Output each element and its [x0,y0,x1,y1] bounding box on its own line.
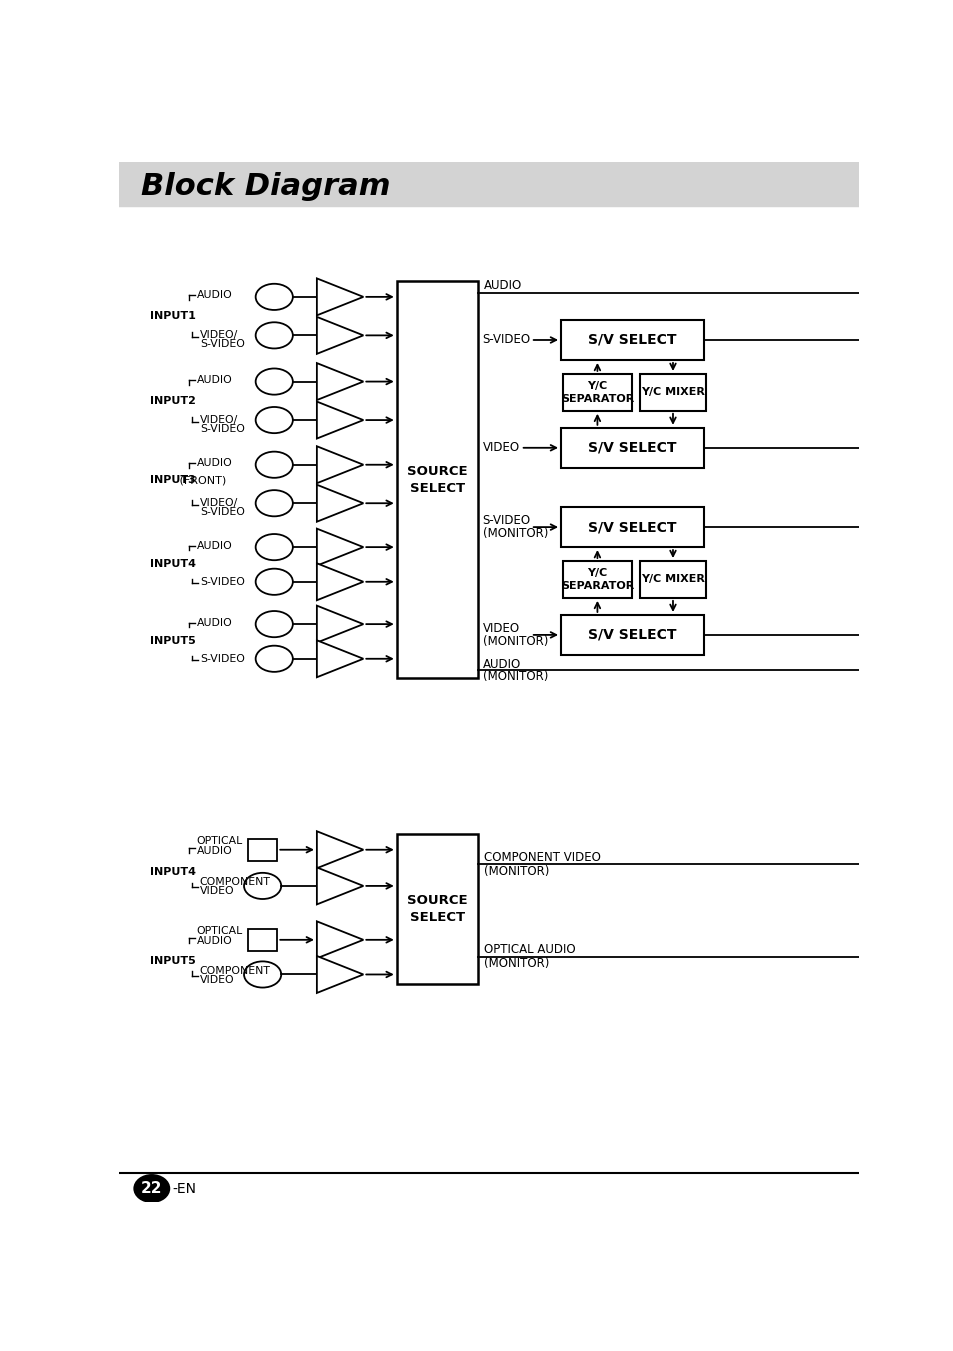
Ellipse shape [255,284,293,309]
Polygon shape [316,867,363,904]
Polygon shape [316,446,363,484]
Text: 22: 22 [141,1181,162,1196]
Text: S/V SELECT: S/V SELECT [588,332,677,347]
Text: INPUT5: INPUT5 [150,636,195,646]
Ellipse shape [255,534,293,561]
Text: S-VIDEO: S-VIDEO [482,334,530,346]
Ellipse shape [255,451,293,478]
Text: (MONITOR): (MONITOR) [482,670,548,684]
Text: OPTICAL: OPTICAL [196,927,243,936]
Text: INPUT4: INPUT4 [150,559,196,569]
Bar [639,561,705,598]
Polygon shape [316,831,363,869]
Text: SEPARATOR: SEPARATOR [560,581,634,590]
Text: INPUT5: INPUT5 [150,957,195,966]
Bar [396,281,477,678]
Bar [248,929,277,951]
Text: INPUT1: INPUT1 [150,311,196,322]
Text: SELECT: SELECT [410,911,464,924]
Text: (MONITOR): (MONITOR) [482,527,548,540]
Bar [396,834,477,984]
Text: SELECT: SELECT [410,482,464,494]
Text: COMPONENT: COMPONENT [199,877,271,888]
Text: AUDIO: AUDIO [196,846,233,855]
Text: AUDIO: AUDIO [196,458,233,469]
Text: OPTICAL AUDIO: OPTICAL AUDIO [484,943,576,957]
Text: S/V SELECT: S/V SELECT [588,520,677,534]
Bar [560,507,703,547]
Ellipse shape [255,646,293,671]
Polygon shape [316,401,363,439]
Text: INPUT4: INPUT4 [150,867,196,877]
Polygon shape [316,640,363,677]
Polygon shape [316,363,363,400]
Polygon shape [316,485,363,521]
Bar [560,428,703,467]
Text: VIDEO: VIDEO [199,975,234,985]
Text: Y/C: Y/C [587,569,607,578]
Text: SOURCE: SOURCE [407,465,467,478]
Text: S-VIDEO: S-VIDEO [199,507,245,516]
Ellipse shape [255,407,293,434]
Text: VIDEO: VIDEO [482,442,519,454]
Bar [560,615,703,655]
Text: VIDEO: VIDEO [482,623,519,635]
Polygon shape [316,605,363,643]
Bar [119,162,858,212]
Polygon shape [316,921,363,958]
Text: INPUT2: INPUT2 [150,396,196,405]
Text: S-VIDEO: S-VIDEO [482,515,530,527]
Bar [639,374,705,411]
Ellipse shape [244,873,281,898]
Text: AUDIO: AUDIO [484,278,522,292]
Text: (FRONT): (FRONT) [175,476,226,485]
Ellipse shape [255,323,293,349]
Text: S-VIDEO: S-VIDEO [199,654,245,663]
Text: AUDIO: AUDIO [196,376,233,385]
Text: OPTICAL: OPTICAL [196,836,243,846]
Ellipse shape [255,569,293,594]
Text: AUDIO: AUDIO [196,540,233,551]
Bar [562,561,632,598]
Text: VIDEO/: VIDEO/ [199,415,238,426]
Ellipse shape [134,1175,169,1201]
Polygon shape [316,278,363,315]
Ellipse shape [244,962,281,988]
Ellipse shape [255,369,293,394]
Ellipse shape [255,490,293,516]
Text: (MONITOR): (MONITOR) [484,865,549,878]
Text: (MONITOR): (MONITOR) [484,958,549,970]
Text: S-VIDEO: S-VIDEO [199,339,245,349]
Text: SOURCE: SOURCE [407,893,467,907]
Text: SEPARATOR: SEPARATOR [560,393,634,404]
Text: VIDEO/: VIDEO/ [199,331,238,340]
Bar [248,839,277,861]
Text: (MONITOR): (MONITOR) [482,635,548,647]
Text: S/V SELECT: S/V SELECT [588,440,677,455]
Text: AUDIO: AUDIO [482,658,520,670]
Text: S-VIDEO: S-VIDEO [199,577,245,586]
Text: Y/C MIXER: Y/C MIXER [640,574,704,585]
Polygon shape [316,563,363,600]
Text: Block Diagram: Block Diagram [141,173,390,201]
Text: INPUT3: INPUT3 [150,476,195,485]
Text: COMPONENT VIDEO: COMPONENT VIDEO [484,851,600,863]
Bar [560,320,703,359]
Text: S-VIDEO: S-VIDEO [199,424,245,434]
Polygon shape [316,957,363,993]
Text: AUDIO: AUDIO [196,290,233,300]
Polygon shape [316,528,363,566]
Text: -EN: -EN [172,1182,195,1196]
Text: Y/C MIXER: Y/C MIXER [640,388,704,397]
Polygon shape [316,317,363,354]
Text: Y/C: Y/C [587,381,607,392]
Bar [562,374,632,411]
Text: VIDEO/: VIDEO/ [199,499,238,508]
Text: AUDIO: AUDIO [196,617,233,628]
Text: COMPONENT: COMPONENT [199,966,271,975]
Text: VIDEO: VIDEO [199,886,234,896]
Text: AUDIO: AUDIO [196,936,233,946]
Text: S/V SELECT: S/V SELECT [588,628,677,642]
Ellipse shape [255,611,293,638]
